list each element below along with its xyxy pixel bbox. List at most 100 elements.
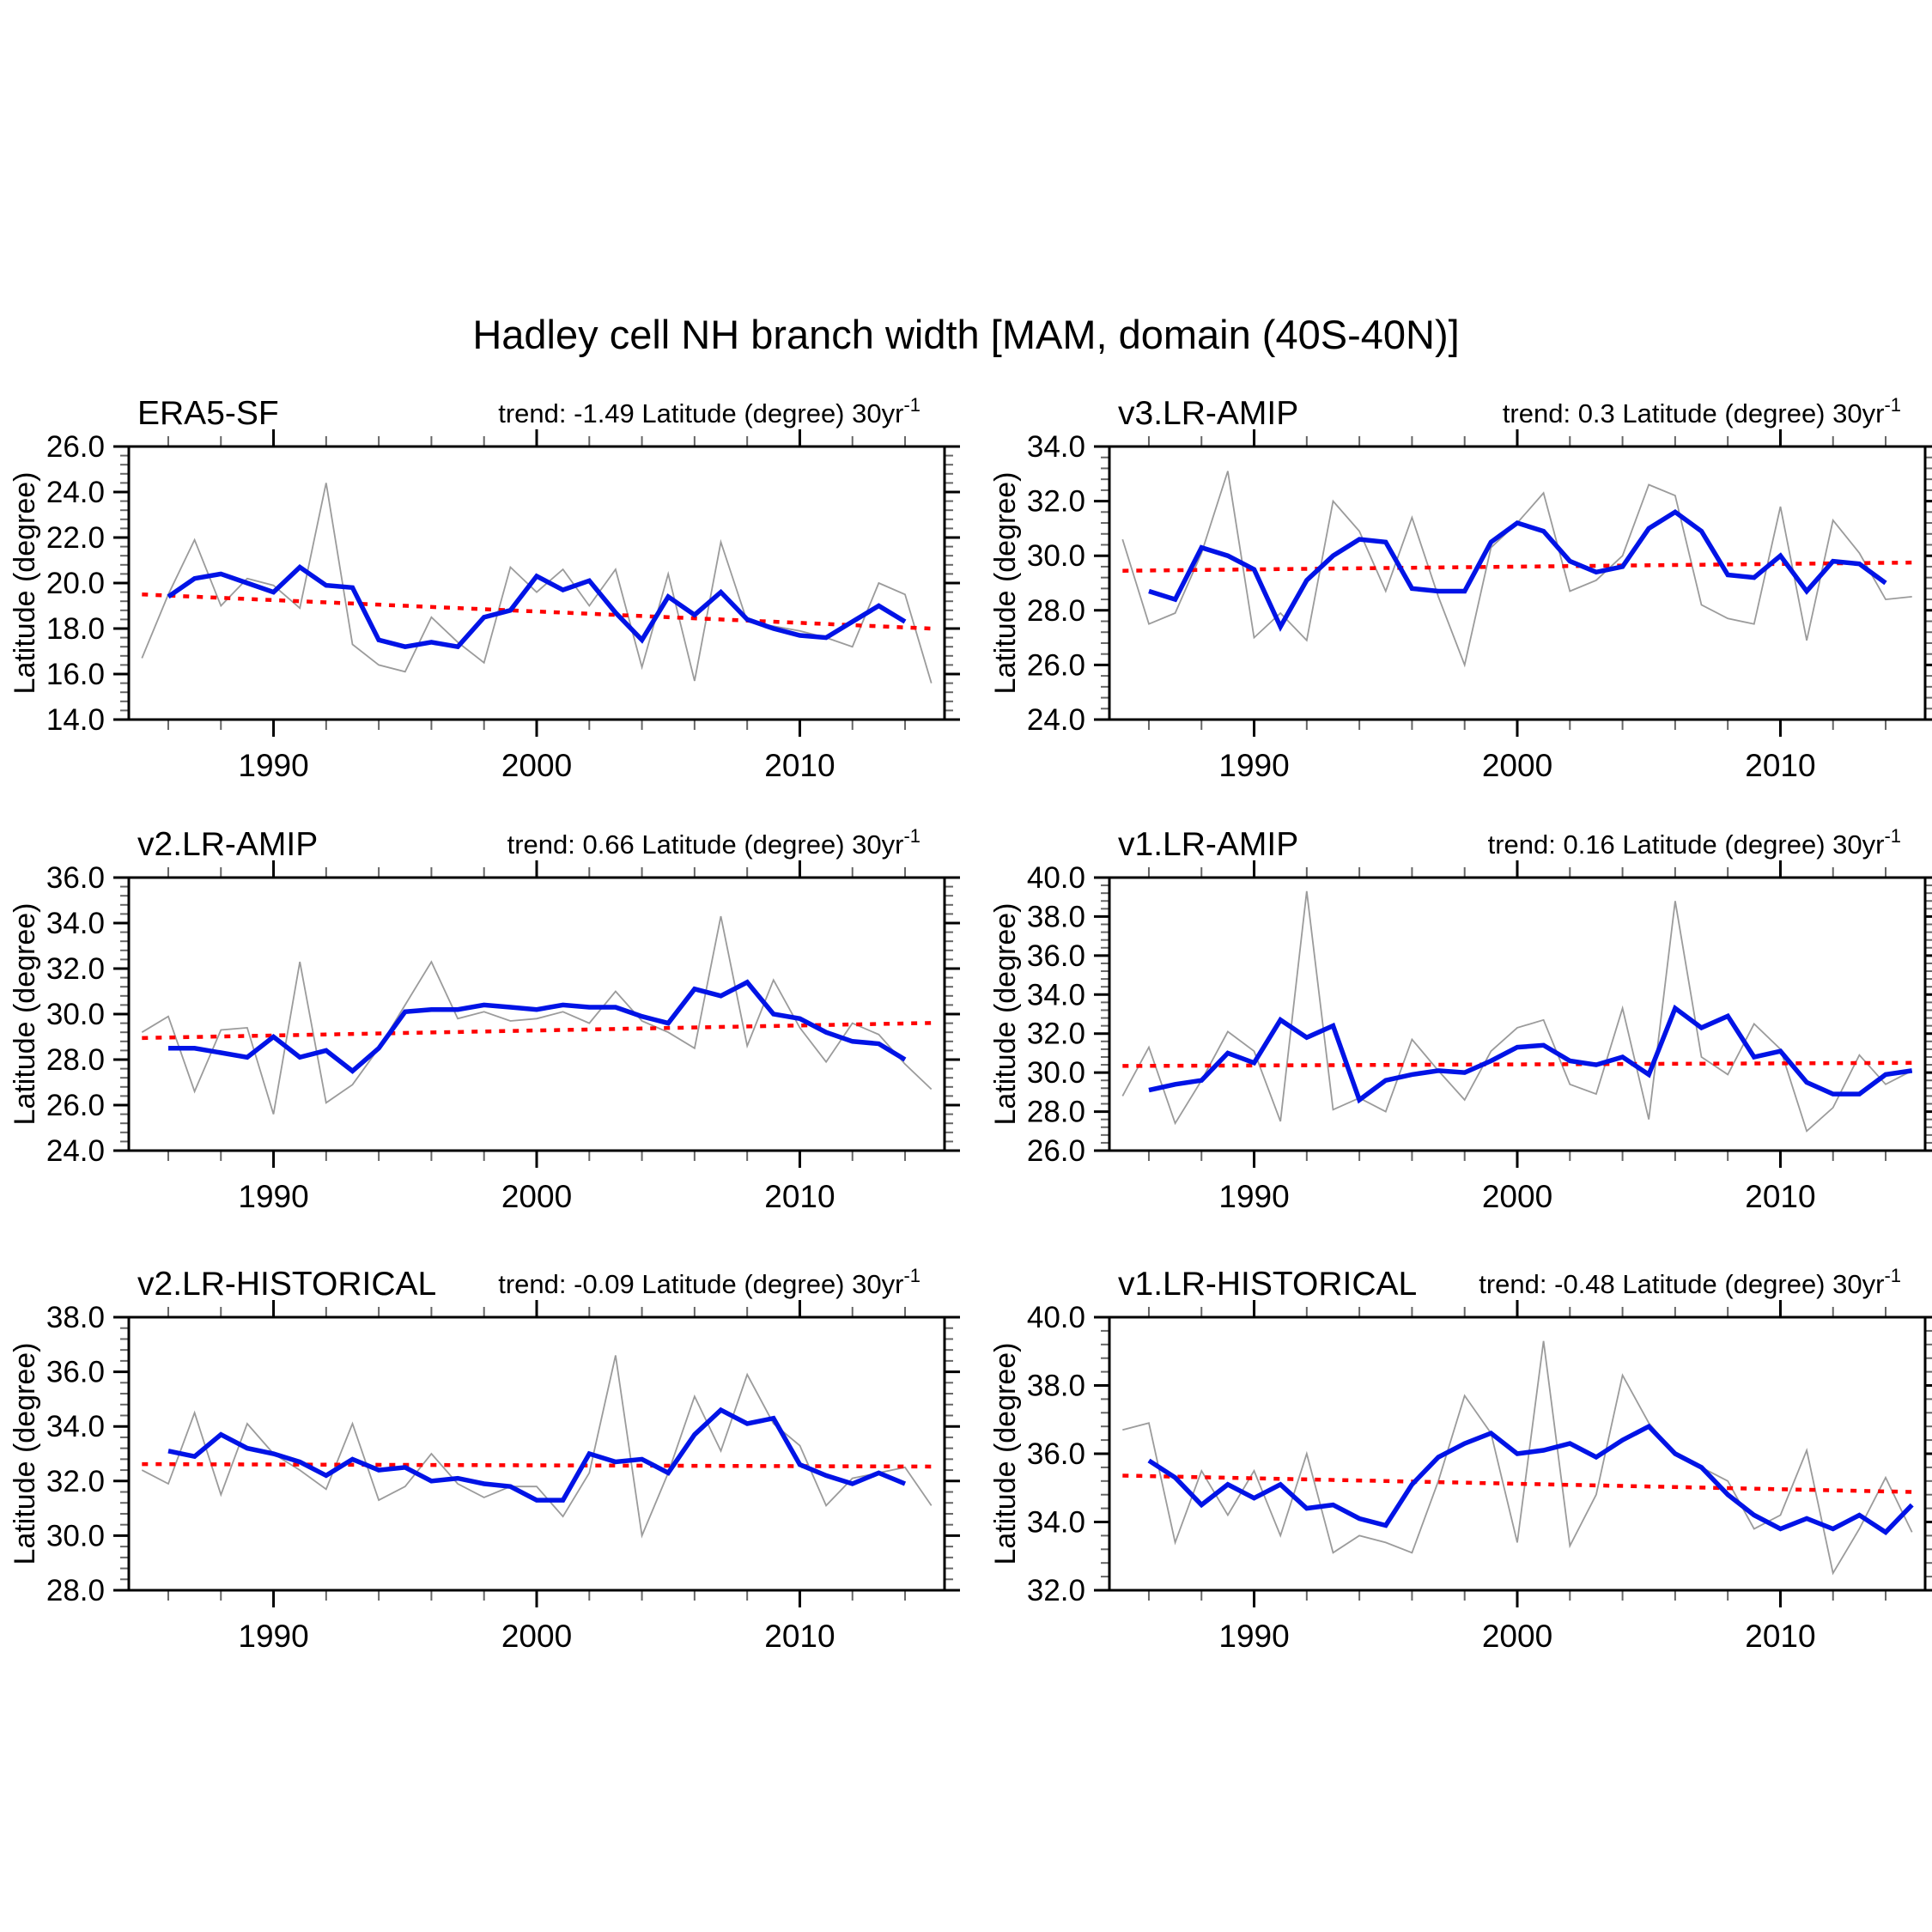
y-tick-label: 36.0 — [46, 1356, 105, 1389]
x-tick-label: 2010 — [764, 748, 835, 783]
y-tick-label: 36.0 — [1027, 939, 1085, 973]
y-tick-label: 24.0 — [46, 476, 105, 509]
y-tick-label: 38.0 — [1027, 1370, 1085, 1403]
x-axis-ticks: 1990 2000 2010 — [1147, 1300, 1887, 1654]
annual-line — [141, 483, 933, 683]
annual-line — [1121, 471, 1912, 668]
y-axis-ticks: 26.0 28.0 30.0 32.0 34.0 36.0 38.0 40.0 — [1027, 861, 1932, 1168]
trend-exponent: -1 — [1884, 1265, 1901, 1286]
y-tick-label: 24.0 — [46, 1134, 105, 1168]
y-tick-label: 28.0 — [1027, 1096, 1085, 1129]
panel-v3-lr-amip: v3.LR-AMIP trend: 0.3 Latitude (degree) 3… — [989, 394, 1932, 783]
y-tick-label: 26.0 — [46, 1089, 105, 1122]
x-tick-label: 2010 — [1745, 1179, 1815, 1214]
y-axis-ticks: 28.0 30.0 32.0 34.0 36.0 38.0 — [46, 1301, 960, 1607]
x-axis-ticks: 1990 2000 2010 — [167, 860, 907, 1214]
y-axis-title: Latitude (degree) — [989, 1343, 1022, 1565]
x-tick-label: 2000 — [1482, 1619, 1552, 1654]
smoothed-line — [1148, 508, 1887, 632]
y-tick-label: 36.0 — [46, 861, 105, 895]
y-tick-label: 34.0 — [46, 907, 105, 940]
y-axis-ticks: 24.0 26.0 28.0 30.0 32.0 34.0 36.0 — [46, 861, 960, 1168]
smoothed-line — [167, 1406, 907, 1503]
panel-v2-lr-amip: v2.LR-AMIP trend: 0.66 Latitude (degree) … — [9, 825, 960, 1214]
annual-line — [141, 1355, 933, 1539]
y-tick-label: 18.0 — [46, 612, 105, 646]
y-axis-title: Latitude (degree) — [9, 903, 41, 1126]
y-tick-label: 32.0 — [1027, 1574, 1085, 1607]
axis-box — [1108, 876, 1927, 1152]
panel-era5-sf: ERA5-SF trend: -1.49 Latitude (degree) 30… — [9, 394, 960, 783]
x-axis-ticks: 1990 2000 2010 — [167, 1300, 907, 1654]
y-tick-label: 34.0 — [1027, 978, 1085, 1012]
axis-box — [1108, 445, 1927, 721]
smoothed-line — [167, 563, 907, 650]
x-tick-label: 2000 — [1482, 748, 1552, 783]
y-axis-title: Latitude (degree) — [989, 472, 1022, 695]
figure-title: Hadley cell NH branch width [MAM, domain… — [472, 312, 1460, 357]
trend-exponent: -1 — [1884, 394, 1901, 416]
x-tick-label: 1990 — [238, 1179, 308, 1214]
panel-title: v2.LR-HISTORICAL — [137, 1266, 436, 1303]
x-axis-ticks: 1990 2000 2010 — [1147, 860, 1887, 1214]
y-axis-title: Latitude (degree) — [989, 903, 1022, 1126]
y-tick-label: 34.0 — [1027, 430, 1085, 464]
trend-line — [142, 592, 932, 631]
smoothed-line — [1148, 1004, 1913, 1104]
y-tick-label: 36.0 — [1027, 1437, 1085, 1471]
panel-v2-lr-historical: v2.LR-HISTORICAL trend: -0.09 Latitude (d… — [9, 1265, 960, 1654]
y-axis-ticks: 14.0 16.0 18.0 20.0 22.0 24.0 26.0 — [46, 430, 960, 737]
y-tick-label: 40.0 — [1027, 1301, 1085, 1334]
x-tick-label: 1990 — [1218, 1619, 1289, 1654]
y-tick-label: 24.0 — [1027, 703, 1085, 737]
trend-exponent: -1 — [1884, 825, 1901, 847]
annual-line — [141, 915, 933, 1115]
smoothed-line — [168, 979, 907, 1074]
x-tick-label: 1990 — [238, 1619, 308, 1654]
annual-line — [1122, 1340, 1913, 1576]
y-tick-label: 32.0 — [1027, 1018, 1085, 1051]
y-tick-label: 28.0 — [1027, 594, 1085, 628]
y-tick-label: 40.0 — [1027, 861, 1085, 895]
x-tick-label: 2000 — [501, 1619, 572, 1654]
axis-box — [127, 876, 946, 1152]
x-tick-label: 1990 — [1218, 1179, 1289, 1214]
y-tick-label: 38.0 — [46, 1301, 105, 1334]
y-axis-ticks: 32.0 34.0 36.0 38.0 40.0 — [1027, 1301, 1932, 1607]
y-tick-label: 28.0 — [46, 1043, 105, 1077]
y-tick-label: 14.0 — [46, 703, 105, 737]
y-axis-ticks: 24.0 26.0 28.0 30.0 32.0 34.0 — [1027, 430, 1932, 737]
axis-box — [127, 1315, 946, 1592]
y-tick-label: 34.0 — [46, 1410, 105, 1443]
y-tick-label: 30.0 — [46, 1519, 105, 1552]
x-tick-label: 2010 — [1745, 748, 1815, 783]
trend-annotation: trend: 0.16 Latitude (degree) 30yr-1 — [1488, 825, 1901, 860]
panel-v1-lr-historical: v1.LR-HISTORICAL trend: -0.48 Latitude (d… — [989, 1265, 1932, 1654]
y-tick-label: 20.0 — [46, 567, 105, 600]
y-tick-label: 32.0 — [46, 1465, 105, 1498]
y-tick-label: 16.0 — [46, 658, 105, 691]
trend-annotation: trend: -1.49 Latitude (degree) 30yr-1 — [498, 394, 920, 428]
annual-line — [1121, 890, 1913, 1133]
y-tick-label: 28.0 — [46, 1574, 105, 1607]
axis-box — [1108, 1315, 1927, 1592]
x-tick-label: 2010 — [1745, 1619, 1815, 1654]
y-tick-label: 34.0 — [1027, 1506, 1085, 1540]
x-axis-ticks: 1990 2000 2010 — [1147, 429, 1887, 783]
trend-annotation: trend: -0.09 Latitude (degree) 30yr-1 — [498, 1265, 920, 1299]
y-tick-label: 30.0 — [1027, 539, 1085, 573]
x-tick-label: 2010 — [764, 1179, 835, 1214]
panel-title: v1.LR-HISTORICAL — [1118, 1266, 1417, 1303]
trend-exponent: -1 — [903, 1265, 920, 1286]
y-axis-title: Latitude (degree) — [9, 1343, 41, 1565]
x-tick-label: 2000 — [1482, 1179, 1552, 1214]
y-axis-title: Latitude (degree) — [9, 472, 41, 695]
smoothed-line — [1147, 1423, 1914, 1535]
x-tick-label: 1990 — [238, 748, 308, 783]
y-tick-label: 38.0 — [1027, 900, 1085, 933]
panel-v1-lr-amip: v1.LR-AMIP trend: 0.16 Latitude (degree) … — [989, 825, 1932, 1214]
y-tick-label: 32.0 — [46, 952, 105, 986]
panel-title: v3.LR-AMIP — [1118, 395, 1298, 432]
x-tick-label: 1990 — [1218, 748, 1289, 783]
trend-annotation: trend: 0.3 Latitude (degree) 30yr-1 — [1503, 394, 1901, 428]
